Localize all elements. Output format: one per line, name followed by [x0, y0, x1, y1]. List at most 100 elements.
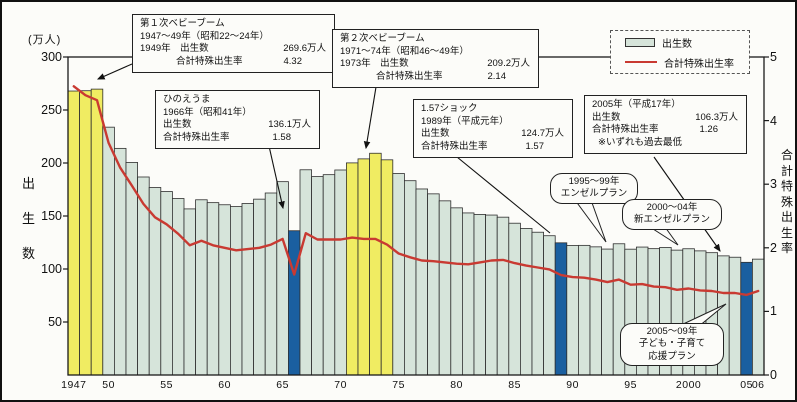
legend-line-swatch-icon — [625, 61, 657, 63]
bar-1968 — [311, 176, 324, 376]
right-axis-title-char: 合 — [781, 148, 794, 162]
y-left-tick-label-200: 200 — [41, 156, 62, 170]
legend-bar-swatch-icon — [625, 37, 655, 47]
bar-1951 — [114, 147, 127, 376]
bubble-angel-plan: 1995～99年 エンゼルプラン — [550, 173, 638, 204]
x-tick-label-95: 95 — [624, 379, 637, 391]
bar-1985 — [508, 222, 521, 376]
birth-bars — [67, 88, 765, 376]
annotation-period: 1989年（平成元年） — [421, 115, 509, 127]
annotation-row: 合計特殊出生率 2.14 — [376, 71, 506, 83]
x-tick-label-80: 80 — [450, 379, 463, 391]
x-tick-label-90: 90 — [566, 379, 579, 391]
bar-2004 — [728, 256, 742, 376]
annotation-period: 1947～49年（昭和22～24年） — [140, 30, 269, 42]
bar-1952 — [125, 162, 139, 376]
bar-1983 — [485, 214, 498, 376]
y-right-tick-label-2: 2 — [770, 240, 777, 255]
bar-1969 — [322, 174, 336, 376]
bar-1984 — [496, 216, 510, 376]
annotation-period: 1971～74年（昭和46～49年） — [340, 45, 469, 57]
leader-second-baby-boom — [363, 86, 377, 150]
bar-1980 — [450, 207, 463, 376]
bar-1956 — [171, 198, 185, 376]
bar-1948 — [79, 90, 92, 376]
leader-157-shock — [456, 156, 551, 234]
bar-1953 — [137, 176, 150, 376]
bar-1970 — [334, 169, 347, 376]
x-tick-label-06: 06 — [751, 379, 765, 391]
bar-1966 — [287, 230, 301, 376]
leader-first-baby-boom — [96, 63, 133, 80]
y-left-tick-label-50: 50 — [48, 315, 62, 329]
annotation-row: 合計特殊出生率 4.32 — [176, 56, 302, 68]
bar-2006 — [752, 258, 765, 376]
bar-1981 — [461, 212, 475, 376]
legend-item-fertility-rate: 合計特殊出生率 — [625, 55, 749, 70]
annotation-2005-record-low: 2005年（平成17年） 出生数 106.3万人 合計特殊出生率 1.26 ※い… — [584, 95, 747, 154]
bar-1964 — [264, 192, 278, 376]
x-tick-label-50: 50 — [102, 379, 115, 391]
y-left-tick-label-300: 300 — [41, 50, 62, 64]
bar-1950 — [102, 126, 115, 376]
annotation-note: ※いずれも過去最低 — [598, 137, 682, 149]
bar-1958 — [195, 199, 208, 376]
right-axis-title-char: 特 — [781, 179, 794, 193]
fertility-rate-line — [72, 85, 760, 297]
bar-1991 — [578, 244, 591, 376]
annotation-first-baby-boom: 第１次ベビーブーム 1947～49年（昭和22～24年） 1949年 出生数 2… — [132, 14, 335, 73]
bar-1977 — [415, 188, 429, 376]
x-tick-label-05: 05 — [740, 379, 753, 391]
annotation-title: 1.57ショック — [421, 103, 478, 114]
bubble-kodomo-kosodate-plan: 2005～09年 子ども・子育て 応援プラン — [620, 323, 724, 367]
x-tick-label-55: 55 — [160, 379, 173, 391]
annotation-row: 1973年 出生数 209.2万人 — [340, 58, 530, 70]
bar-1979 — [438, 200, 452, 376]
x-tick-label-1947: 1947 — [61, 379, 87, 391]
bar-1967 — [299, 169, 313, 376]
bar-1978 — [427, 193, 440, 376]
bar-1974 — [380, 159, 394, 376]
x-tick-label-75: 75 — [392, 379, 405, 391]
bar-1961 — [229, 206, 243, 376]
x-tick-label-70: 70 — [334, 379, 347, 391]
bar-1965 — [276, 181, 289, 376]
y-right-tick-label-5: 5 — [770, 50, 777, 64]
annotation-period: 1966年（昭和41年） — [163, 106, 252, 118]
annotation-title: 2005年（平成17年） — [592, 99, 681, 110]
annotation-title: 第２次ベビーブーム — [340, 33, 425, 44]
right-axis-title-char: 殊 — [781, 194, 794, 209]
left-axis-title-char: 出 — [22, 176, 36, 191]
leader-hinoeuma — [268, 145, 285, 210]
y-right-tick-label-4: 4 — [770, 113, 777, 128]
left-axis-title-char: 数 — [22, 246, 36, 261]
right-axis-title-char: 計 — [781, 163, 794, 178]
annotation-row: 合計特殊出生率 1.26 — [592, 124, 718, 136]
x-tick-label-65: 65 — [276, 379, 289, 391]
left-axis-title: 出生数 — [22, 166, 35, 271]
bar-1949 — [90, 88, 104, 376]
bar-1960 — [218, 204, 231, 376]
y-left-tick-label-250: 250 — [41, 103, 62, 117]
annotation-title: 第１次ベビーブーム — [140, 18, 225, 29]
right-axis-title-char: 生 — [781, 225, 794, 240]
bar-1973 — [369, 152, 382, 376]
bar-1959 — [206, 202, 220, 376]
bar-1989 — [554, 242, 568, 376]
annotation-row: 合計特殊出生率 1.57 — [421, 141, 544, 153]
legend-item-births: 出生数 — [625, 35, 749, 50]
bar-1990 — [566, 245, 579, 376]
annotation-hinoeuma: ひのえうま 1966年（昭和41年） 出生数 136.1万人 合計特殊出生率 1… — [155, 90, 320, 149]
tail-angel-plan — [574, 199, 607, 243]
annotation-row: 出生数 136.1万人 — [163, 119, 311, 131]
bar-1955 — [160, 191, 173, 376]
bar-1992 — [589, 246, 603, 376]
bar-1986 — [520, 227, 533, 376]
right-axis-title-char: 出 — [781, 210, 794, 224]
bar-1975 — [392, 173, 405, 376]
bar-1957 — [183, 208, 197, 376]
bar-1971 — [345, 162, 359, 376]
legend-bar-label: 出生数 — [662, 38, 692, 50]
bar-1988 — [543, 235, 556, 376]
